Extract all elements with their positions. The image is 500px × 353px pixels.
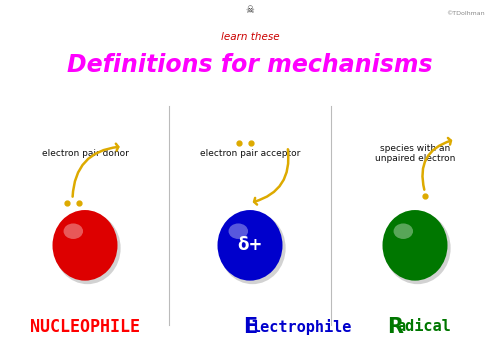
- Text: NUCLEOPHILE: NUCLEOPHILE: [30, 318, 140, 335]
- Text: ☠: ☠: [246, 5, 254, 15]
- Text: lectrophile: lectrophile: [251, 318, 352, 335]
- Ellipse shape: [220, 212, 286, 284]
- Text: R: R: [388, 317, 404, 336]
- Ellipse shape: [394, 223, 413, 239]
- Ellipse shape: [218, 210, 282, 281]
- Text: electron pair acceptor: electron pair acceptor: [200, 149, 300, 158]
- Ellipse shape: [64, 223, 83, 239]
- Text: ©TDolhman: ©TDolhman: [446, 11, 485, 16]
- Text: electron pair donor: electron pair donor: [42, 149, 128, 158]
- Ellipse shape: [384, 212, 450, 284]
- Ellipse shape: [54, 212, 120, 284]
- Text: adical: adical: [396, 319, 451, 334]
- Ellipse shape: [382, 210, 448, 281]
- Ellipse shape: [52, 210, 118, 281]
- Text: Definitions for mechanisms: Definitions for mechanisms: [67, 53, 433, 77]
- Text: learn these: learn these: [220, 32, 280, 42]
- Text: species with an
unpaired electron: species with an unpaired electron: [375, 144, 455, 163]
- Text: E: E: [243, 317, 257, 336]
- Ellipse shape: [228, 223, 248, 239]
- Text: δ+: δ+: [238, 237, 262, 254]
